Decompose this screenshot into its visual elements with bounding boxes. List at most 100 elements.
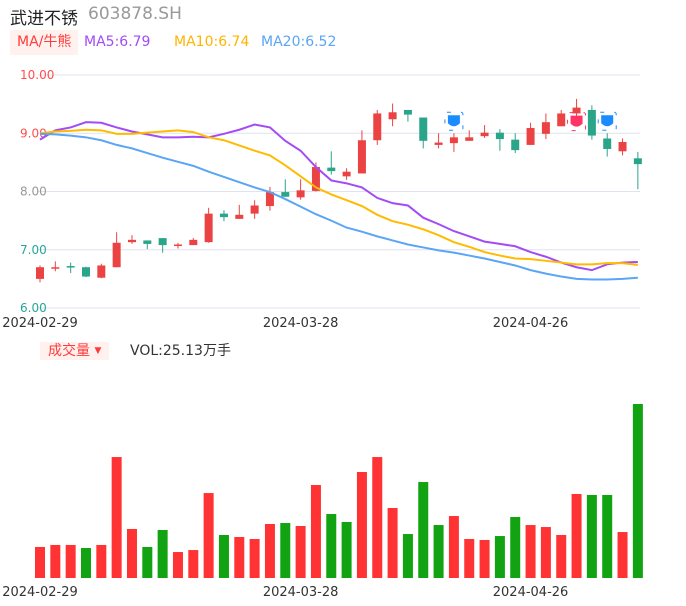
candle [603,133,612,157]
y-tick-label: 6.00 [20,301,47,315]
candle [189,238,198,246]
volume-bar [586,494,597,578]
volume-bar [280,523,291,578]
candle [250,200,259,219]
volume-tag-label: 成交量 [48,343,90,359]
candle-body [327,167,336,172]
candle-body [143,240,152,244]
volume-bar [494,536,505,578]
candle [587,105,596,140]
candle-body [511,139,520,151]
volume-bar [249,539,260,578]
candle [449,133,458,152]
volume-bar [402,534,413,578]
candle-body [465,137,474,141]
candle-body [388,112,397,120]
badge-shield [601,115,614,127]
volume-indicator-selector[interactable]: 成交量 ▼ [40,342,110,360]
x-tick-label: 2024-03-28 [263,316,339,331]
ma-indicator-selector[interactable]: MA/牛熊 [10,30,79,55]
candle [235,204,244,219]
stock-code: 603878.SH [88,4,182,24]
bear-badge-icon [597,111,617,131]
candle-body [557,113,566,127]
volume-bar [234,537,245,578]
candle [327,151,336,175]
candle [265,186,274,211]
ma-line-ma20 [39,132,638,281]
candle-body [97,265,106,278]
volume-value: VOL:25.13万手 [130,343,231,359]
volume-bar [80,548,91,578]
volume-bar [448,516,459,578]
candle-body [158,238,167,246]
x-tick-label: 2024-02-29 [2,585,78,600]
badge-frame [444,111,464,131]
candle-body [173,244,182,247]
candle-body [618,141,627,152]
volume-bar [35,546,45,578]
x-tick-label: 2024-04-26 [493,316,569,331]
candle-body [296,190,305,198]
ma20-legend: MA20:6.52 [261,34,337,50]
candle [281,179,290,197]
ma10-legend: MA10:6.74 [174,34,250,50]
volume-bar [65,544,76,578]
badge-shield [447,115,460,127]
candle-body [219,213,228,218]
candle [403,109,412,122]
candle [480,125,489,138]
volume-bar [111,457,122,578]
candle-body [235,214,244,219]
candle [541,113,550,140]
candle-body [572,107,581,114]
badge-frame [597,111,617,131]
candle-body [66,266,75,268]
badge-shield [570,115,583,127]
volume-bar [218,535,229,578]
volume-bar [418,482,429,578]
candle-body [419,117,428,141]
candle [419,117,428,149]
candle-body [281,192,290,197]
x-tick-label: 2024-02-29 [2,316,78,331]
candle-body [541,122,550,134]
y-tick-label: 9.00 [20,126,47,140]
y-tick-label: 8.00 [20,185,47,199]
candle-body [403,109,412,115]
volume-bar [188,550,199,578]
ma-line-ma10 [39,128,638,266]
candle [296,179,305,200]
volume-bar [96,544,107,578]
candle-body [189,239,198,246]
candle [127,235,136,244]
volume-bar [310,485,321,578]
volume-bar [356,471,367,578]
volume-bar [387,507,398,578]
ma5-legend: MA5:6.79 [84,34,151,50]
y-tick-label: 7.00 [20,243,47,257]
candle-body [449,137,458,144]
volume-bar [510,516,521,578]
volume-bar [372,457,383,578]
candle-body [36,267,44,279]
stock-name: 武进不锈 [10,9,78,29]
candle-body [311,167,320,191]
bear-badge-icon [444,111,464,131]
volume-bar [632,404,643,578]
candle-body [127,239,136,243]
volume-bar [617,532,628,578]
candle [511,133,520,154]
bull-badge-icon [567,112,587,132]
volume-bar [464,539,475,578]
volume-bar [479,539,490,578]
volume-bar [556,535,567,578]
candle [465,130,474,141]
candle [173,242,182,249]
candle-body [265,192,274,207]
volume-bar [203,493,214,578]
candle [633,151,642,190]
y-tick-label: 10.00 [20,68,54,82]
